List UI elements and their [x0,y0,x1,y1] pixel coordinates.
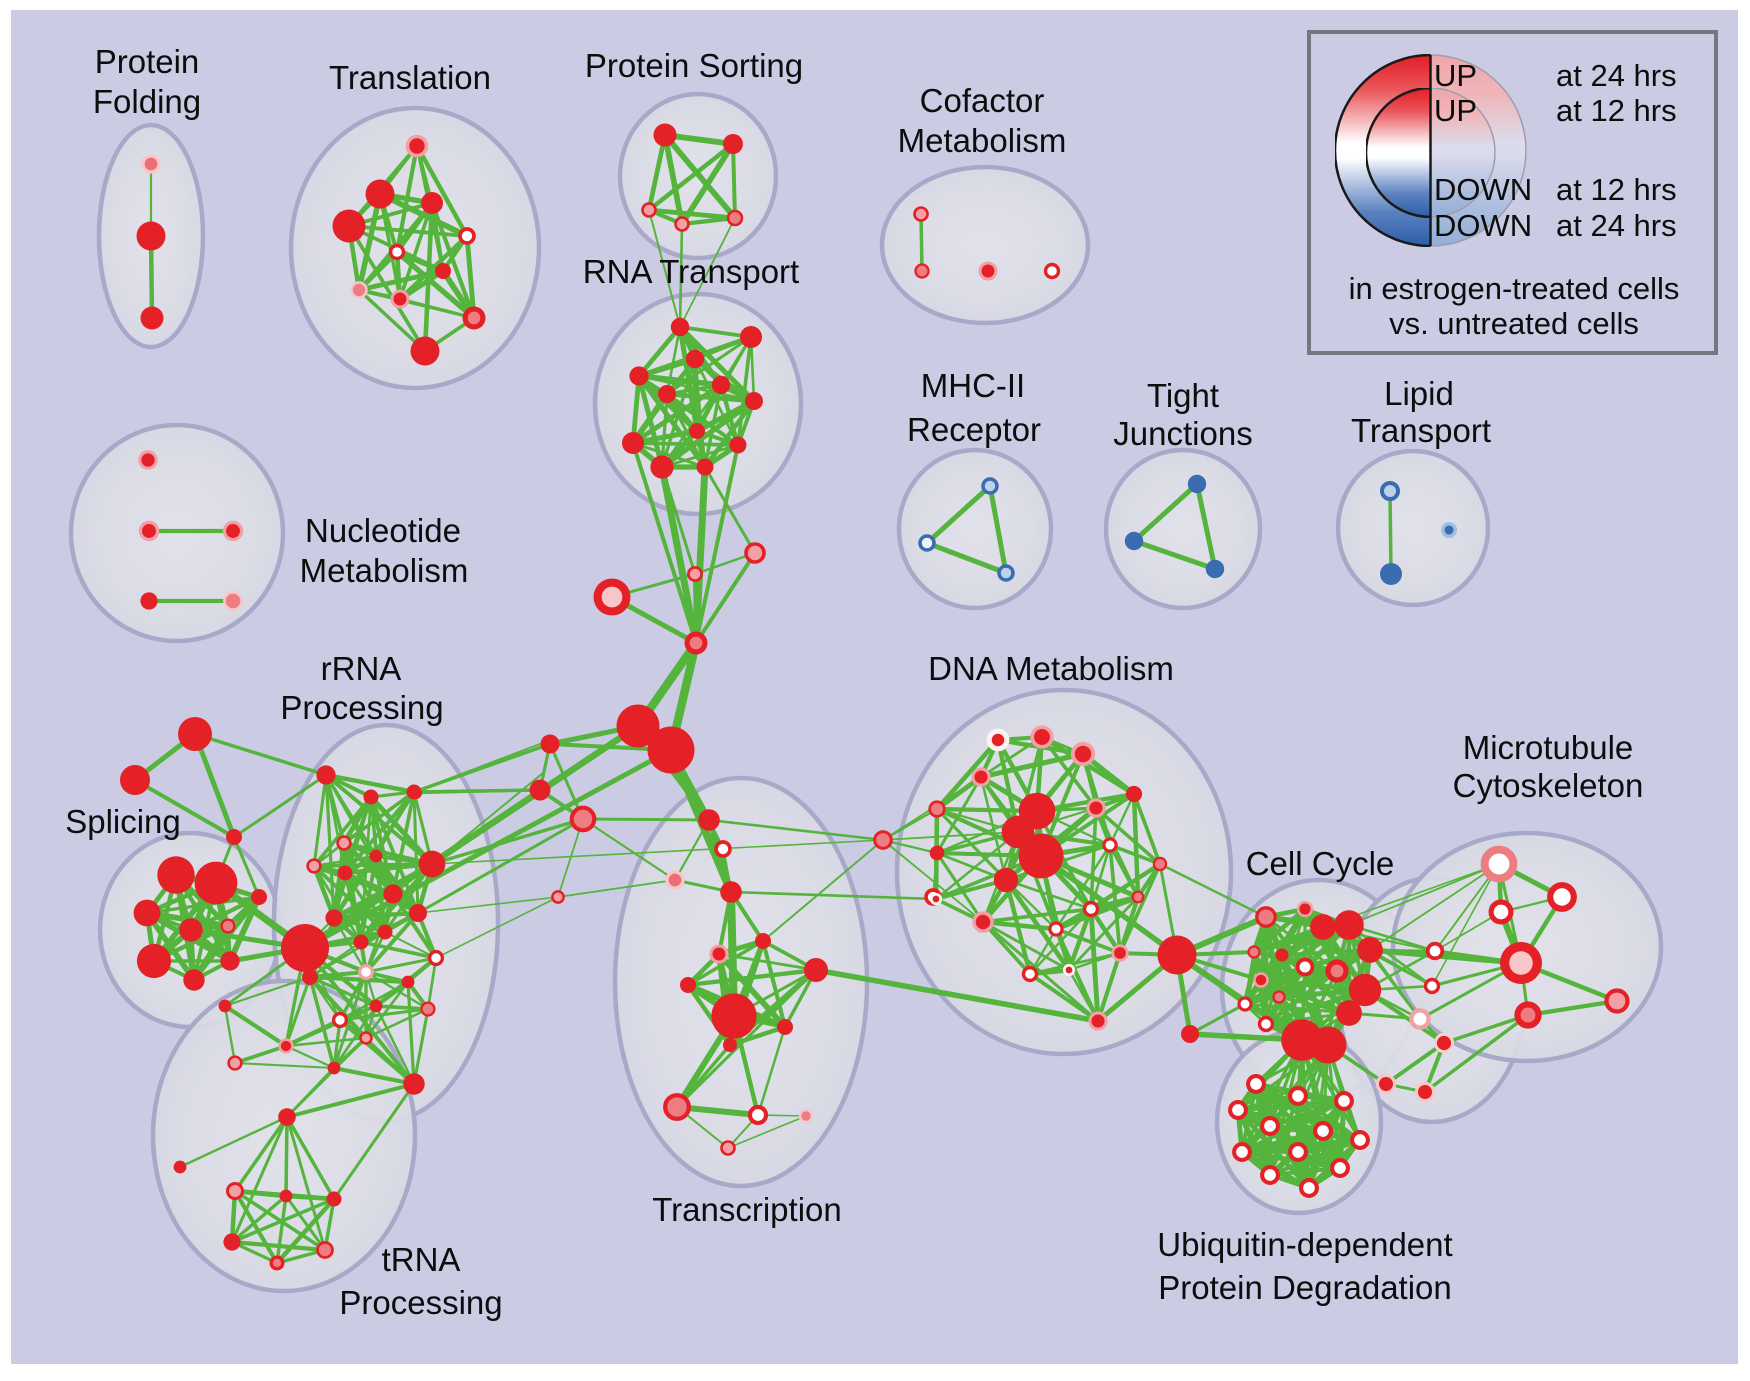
svg-text:tRNA: tRNA [382,1241,461,1278]
svg-text:Protein Degradation: Protein Degradation [1158,1269,1452,1306]
svg-text:UP: UP [1434,93,1477,128]
svg-text:Processing: Processing [339,1284,502,1321]
svg-text:rRNA: rRNA [321,650,402,687]
svg-text:Folding: Folding [93,83,201,120]
svg-text:Protein Sorting: Protein Sorting [585,47,803,84]
svg-text:Tight: Tight [1147,377,1219,414]
svg-text:Lipid: Lipid [1384,375,1454,412]
svg-text:Cofactor: Cofactor [920,82,1045,119]
svg-text:DOWN: DOWN [1434,172,1532,207]
svg-text:Metabolism: Metabolism [898,122,1067,159]
svg-text:Cell Cycle: Cell Cycle [1246,845,1395,882]
svg-text:Transcription: Transcription [652,1191,842,1228]
svg-text:DNA Metabolism: DNA Metabolism [928,650,1174,687]
svg-text:UP: UP [1434,58,1477,93]
svg-text:at 12 hrs: at 12 hrs [1556,93,1677,128]
svg-text:Junctions: Junctions [1113,415,1252,452]
svg-text:Cytoskeleton: Cytoskeleton [1453,767,1644,804]
svg-text:Processing: Processing [280,689,443,726]
svg-text:DOWN: DOWN [1434,208,1532,243]
svg-text:Transport: Transport [1351,412,1491,449]
svg-text:at 12 hrs: at 12 hrs [1556,172,1677,207]
svg-text:Receptor: Receptor [907,411,1041,448]
svg-text:MHC-II: MHC-II [921,367,1025,404]
svg-text:Nucleotide: Nucleotide [305,512,461,549]
svg-text:Metabolism: Metabolism [300,552,469,589]
svg-text:Splicing: Splicing [65,803,181,840]
svg-text:Ubiquitin-dependent: Ubiquitin-dependent [1157,1226,1452,1263]
svg-text:at 24 hrs: at 24 hrs [1556,58,1677,93]
svg-text:Microtubule: Microtubule [1463,729,1634,766]
svg-text:in estrogen-treated cells: in estrogen-treated cells [1349,271,1680,306]
svg-text:Translation: Translation [329,59,491,96]
svg-text:Protein: Protein [95,43,200,80]
svg-text:vs. untreated cells: vs. untreated cells [1389,306,1639,341]
svg-text:at 24 hrs: at 24 hrs [1556,208,1677,243]
svg-text:RNA Transport: RNA Transport [583,253,799,290]
